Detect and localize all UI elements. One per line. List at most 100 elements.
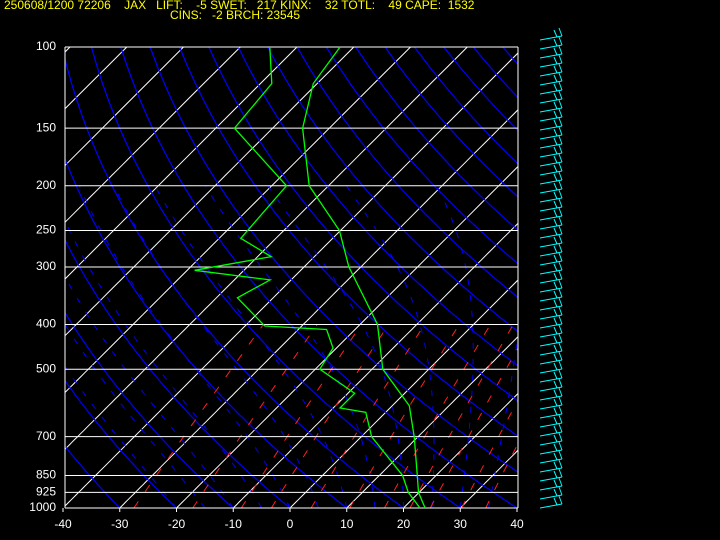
barb-flag <box>553 371 558 380</box>
barb-flag <box>553 380 558 389</box>
barb-flag <box>553 83 558 92</box>
barb-flag <box>553 416 558 425</box>
barb-flag <box>558 63 563 73</box>
barb-flag <box>558 72 563 82</box>
barb-flag <box>553 299 558 308</box>
barb-flag <box>553 173 558 182</box>
barb-staff <box>539 404 563 410</box>
dry-adiabat <box>237 47 518 367</box>
barb-flag <box>553 245 558 254</box>
barb-flag <box>553 137 558 146</box>
header-line1: 250608/1200 72206 JAX LIFT: -5 SWET: 217… <box>4 0 475 12</box>
barb-staff <box>539 476 563 482</box>
barb-flag <box>558 378 563 388</box>
barb-flag <box>558 324 563 334</box>
barb-flag <box>558 252 563 262</box>
wind-barbs <box>539 27 563 509</box>
barb-staff <box>539 98 563 104</box>
barb-flag <box>553 155 558 164</box>
barb-staff <box>539 44 563 50</box>
dry-adiabat <box>325 47 518 265</box>
barb-staff <box>539 134 563 140</box>
moist-adiabat <box>516 501 518 508</box>
barb-flag <box>553 344 558 353</box>
barb-flag <box>553 128 558 137</box>
barb-staff <box>539 503 563 509</box>
barb-flag <box>558 45 563 55</box>
barb-staff <box>539 314 563 320</box>
barb-flag <box>558 333 563 343</box>
barb-flag <box>558 342 563 352</box>
barb-flag <box>553 353 558 362</box>
barb-staff <box>539 323 563 329</box>
y-tick-label: 1000 <box>29 500 56 514</box>
isotherm <box>65 52 518 507</box>
barb-flag <box>553 191 558 200</box>
barb-flag <box>553 497 558 506</box>
barb-flag <box>558 495 563 505</box>
barb-flag <box>553 326 558 335</box>
dry-adiabat <box>296 47 518 299</box>
barb-flag <box>553 308 558 317</box>
barb-flag <box>553 281 558 290</box>
barb-flag <box>553 209 558 218</box>
barb-flag <box>558 144 563 154</box>
barb-flag <box>553 290 558 299</box>
x-tick-label: -40 <box>54 517 72 531</box>
barb-flag <box>558 207 563 217</box>
barb-flag <box>558 315 563 325</box>
barb-staff <box>539 332 563 338</box>
header-line2: CINS: -2 BRCH: 23545 <box>170 8 300 22</box>
barb-flag <box>558 117 563 127</box>
barb-flag <box>558 279 563 289</box>
barb-flag <box>553 227 558 236</box>
barb-flag <box>553 272 558 281</box>
barb-flag <box>553 38 558 47</box>
barb-flag <box>558 432 563 442</box>
barb-flag <box>558 369 563 379</box>
y-tick-label: 100 <box>36 39 56 53</box>
mixing-ratio-line <box>240 324 362 508</box>
barb-staff <box>539 440 563 446</box>
barb-flag <box>553 362 558 371</box>
barb-flag <box>553 110 558 119</box>
dry-adiabat <box>620 47 720 508</box>
dry-adiabat <box>65 445 121 508</box>
y-tick-label: 150 <box>36 120 56 134</box>
dry-adiabat <box>355 47 518 232</box>
dry-adiabat <box>472 47 518 99</box>
barb-flag <box>558 162 563 172</box>
barb-flag <box>558 108 563 118</box>
dry-adiabat <box>414 47 518 165</box>
barb-flag <box>558 243 563 253</box>
barb-flag <box>558 405 563 415</box>
barb-staff <box>539 233 563 239</box>
y-tick-label: 200 <box>36 178 56 192</box>
barb-flag <box>558 450 563 460</box>
barb-flag <box>558 180 563 190</box>
barb-flag <box>558 270 563 280</box>
moist-adiabat <box>204 185 376 508</box>
moist-adiabat <box>436 185 474 508</box>
barb-flag <box>558 486 563 496</box>
barb-staff <box>539 170 563 176</box>
barb-flag <box>553 146 558 155</box>
x-tick-label: 40 <box>510 517 524 531</box>
isotherm <box>459 449 518 508</box>
dry-adiabat <box>65 379 177 508</box>
barb-flag <box>553 389 558 398</box>
barb-staff <box>539 35 563 41</box>
y-tick-label: 500 <box>36 361 56 375</box>
dry-adiabat <box>532 47 720 508</box>
moist-adiabat <box>154 185 348 508</box>
barb-flag <box>553 263 558 272</box>
barb-flag <box>558 414 563 424</box>
barb-flag <box>558 54 563 64</box>
isotherm <box>119 109 518 508</box>
moist-adiabat <box>65 219 263 508</box>
barb-flag <box>558 225 563 235</box>
barb-flag <box>553 335 558 344</box>
barb-staff <box>539 449 563 455</box>
barb-flag <box>553 236 558 245</box>
barb-flag <box>558 468 563 478</box>
